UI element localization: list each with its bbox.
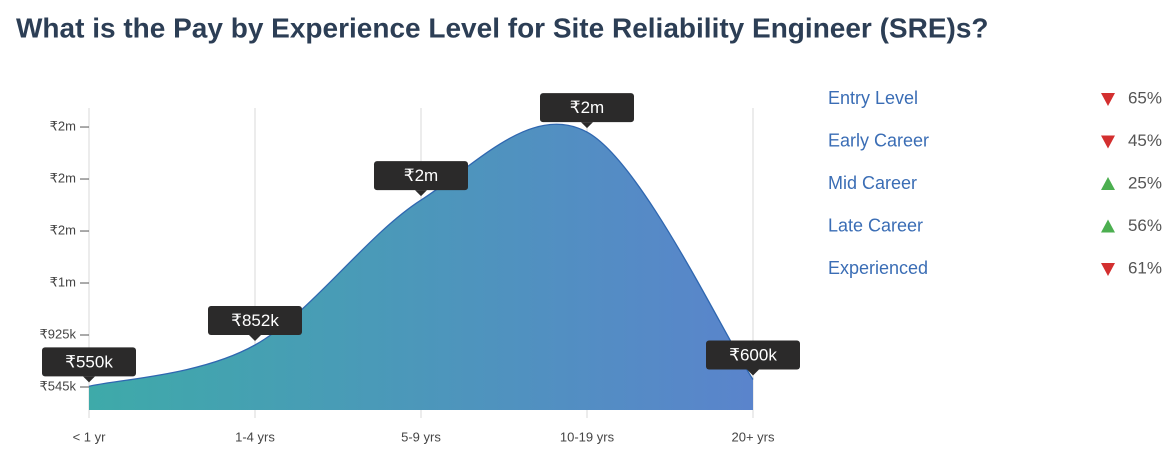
area-line: [88, 123, 754, 387]
x-tick-label: 5-9 yrs: [401, 429, 441, 444]
value-tooltip: [540, 93, 634, 123]
value-label: ₹852k: [231, 311, 279, 330]
trend-down-icon: [1101, 135, 1115, 149]
trend-down-icon: [1101, 263, 1115, 276]
y-tick-label: ₹1m: [50, 274, 76, 289]
legend-name: Experienced: [828, 258, 928, 278]
x-tick-label: < 1 yr: [73, 429, 107, 444]
legend-name: Mid Career: [828, 173, 917, 193]
legend-change: 25%: [1128, 173, 1162, 192]
legend-change: 45%: [1128, 131, 1162, 150]
trend-up-icon: [1101, 219, 1115, 233]
value-label: ₹2m: [404, 166, 438, 185]
tooltip-pointer: [249, 335, 261, 342]
y-tick-label: ₹2m: [50, 222, 76, 237]
legend-change: 56%: [1128, 216, 1162, 235]
y-tick-label: ₹545k: [40, 378, 77, 393]
value-label: ₹600k: [729, 345, 777, 364]
value-tooltip: [706, 340, 800, 370]
value-label: ₹2m: [570, 98, 604, 117]
tooltip-pointer: [83, 376, 95, 383]
value-tooltip: [42, 347, 136, 377]
legend-change: 65%: [1128, 88, 1162, 107]
x-tick-label: 10-19 yrs: [560, 429, 615, 444]
value-label: ₹550k: [65, 352, 113, 371]
legend-change: 61%: [1128, 258, 1162, 277]
trend-up-icon: [1101, 177, 1115, 190]
y-tick-label: ₹2m: [50, 118, 76, 133]
x-tick-label: 20+ yrs: [732, 429, 775, 444]
area-fill: [89, 124, 753, 410]
value-tooltip: [374, 161, 468, 191]
legend-name: Early Career: [828, 130, 929, 150]
y-tick-label: ₹925k: [40, 326, 77, 341]
x-tick-label: 1-4 yrs: [235, 429, 275, 444]
value-tooltip: [208, 306, 302, 336]
trend-down-icon: [1101, 93, 1115, 106]
tooltip-pointer: [415, 190, 427, 197]
tooltip-pointer: [581, 122, 593, 129]
tooltip-pointer: [747, 369, 759, 376]
chart-title: What is the Pay by Experience Level for …: [16, 12, 989, 43]
legend-name: Late Career: [828, 215, 923, 235]
y-tick-label: ₹2m: [50, 170, 76, 185]
legend-name: Entry Level: [828, 88, 918, 108]
